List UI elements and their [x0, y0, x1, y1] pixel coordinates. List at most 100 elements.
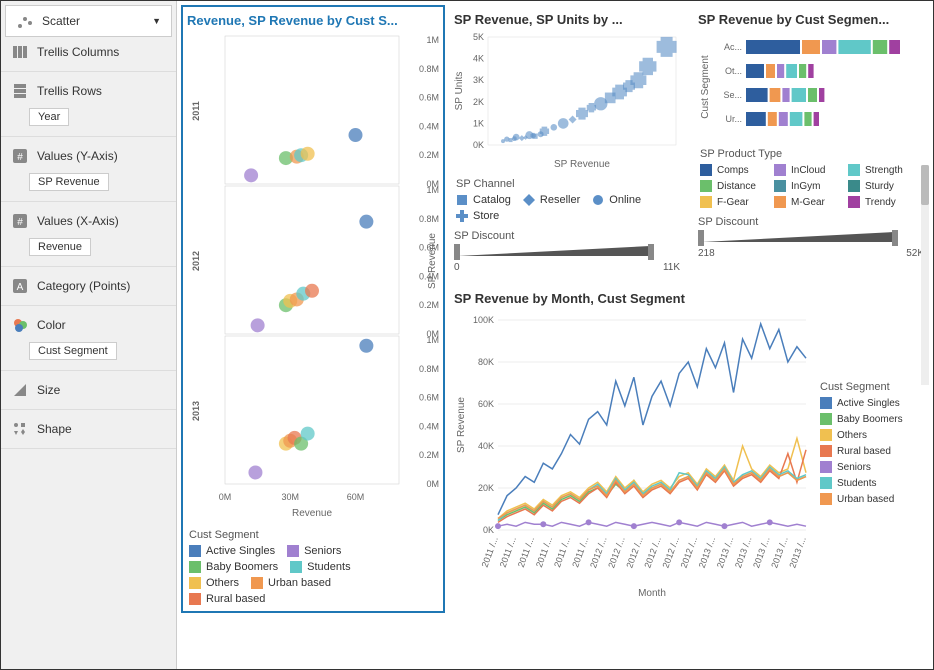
legend-item[interactable]: Seniors	[287, 545, 341, 557]
shelf-shape[interactable]: Shape	[1, 414, 176, 444]
svg-text:3K: 3K	[473, 75, 484, 85]
legend-item[interactable]: Students	[820, 477, 922, 489]
svg-text:2013 /...: 2013 /...	[733, 535, 754, 569]
legend-item[interactable]: Catalog	[456, 194, 511, 206]
svg-text:Se...: Se...	[723, 90, 742, 100]
svg-text:1M: 1M	[426, 185, 439, 195]
legend-item[interactable]: Comps	[700, 164, 762, 176]
legend-item[interactable]: Online	[592, 194, 641, 206]
svg-text:SP Revenue: SP Revenue	[554, 159, 610, 170]
svg-text:1K: 1K	[473, 118, 484, 128]
svg-text:0.8M: 0.8M	[419, 214, 439, 224]
svg-text:2011 /...: 2011 /...	[552, 535, 572, 568]
svg-text:2013 /...: 2013 /...	[715, 535, 736, 569]
shelf-tag[interactable]: Revenue	[29, 238, 91, 256]
legend-item[interactable]: Baby Boomers	[820, 413, 922, 425]
svg-text:0M: 0M	[219, 492, 232, 502]
svg-text:2011 /...: 2011 /...	[534, 535, 554, 568]
svg-text:2012 /...: 2012 /...	[642, 535, 663, 569]
legend-item[interactable]: F-Gear	[700, 196, 762, 208]
legend-item[interactable]: Seniors	[820, 461, 922, 473]
legend-item[interactable]: Strength	[848, 164, 910, 176]
svg-text:0.6M: 0.6M	[419, 93, 439, 103]
shelf-tag[interactable]: Cust Segment	[29, 342, 117, 360]
legend-item[interactable]: Rural based	[820, 445, 922, 457]
legend-item[interactable]: M-Gear	[774, 196, 836, 208]
legend-item[interactable]: InGym	[774, 180, 836, 192]
chart-type-label: Scatter	[42, 14, 144, 28]
legend-item[interactable]: Baby Boomers	[189, 561, 278, 573]
shelf-label: Size	[37, 383, 166, 397]
svg-text:SP Revenue: SP Revenue	[456, 397, 467, 453]
svg-text:2011 /...: 2011 /...	[516, 535, 536, 568]
main-scatter-panel[interactable]: Revenue, SP Revenue by Cust S... 20110M0…	[181, 5, 445, 613]
legend-item[interactable]: Store	[456, 210, 499, 222]
line-chart-panel[interactable]: SP Revenue by Month, Cust Segment 0K20K4…	[449, 284, 929, 606]
legend-item[interactable]: Others	[820, 429, 922, 441]
legend-item[interactable]: Active Singles	[189, 545, 275, 557]
trellis-cols-icon	[11, 43, 29, 61]
chart-type-selector[interactable]: Scatter ▼	[5, 5, 172, 37]
svg-text:2012: 2012	[191, 251, 201, 271]
shelf-color[interactable]: Color	[1, 310, 176, 340]
shelf-category[interactable]: ACategory (Points)	[1, 271, 176, 301]
line-chart-legend: Cust Segment Active SinglesBaby BoomersO…	[816, 377, 926, 513]
scrollbar[interactable]	[921, 165, 929, 385]
svg-text:Cust Segment: Cust Segment	[700, 55, 711, 119]
legend-item[interactable]: InCloud	[774, 164, 836, 176]
svg-text:2013 /...: 2013 /...	[697, 535, 718, 569]
discount-slider-2[interactable]: SP Discount 21852K	[696, 212, 926, 263]
shelf-tag[interactable]: SP Revenue	[29, 173, 109, 191]
discount-slider-1[interactable]: SP Discount 011K	[452, 226, 682, 277]
scrollbar-thumb[interactable]	[921, 165, 929, 205]
stacked-bar-panel[interactable]: SP Revenue by Cust Segmen... Cust Segmen…	[693, 5, 929, 280]
product-type-legend: SP Product Type CompsInCloudStrengthDist…	[696, 144, 926, 212]
shelf-tag[interactable]: Year	[29, 108, 69, 126]
channel-scatter-chart: 0K1K2K3K4K5KSP UnitsSP Revenue	[452, 31, 682, 171]
channel-legend: SP Channel CatalogResellerOnlineStore	[452, 174, 682, 226]
svg-text:4K: 4K	[473, 54, 484, 64]
shelf-size[interactable]: Size	[1, 375, 176, 405]
svg-text:0.4M: 0.4M	[419, 121, 439, 131]
channel-scatter-panel[interactable]: SP Revenue, SP Units by ... 0K1K2K3K4K5K…	[449, 5, 685, 280]
color-icon	[11, 316, 29, 334]
config-sidebar: Scatter ▼ Trellis Columns Trellis Rows Yea…	[1, 1, 177, 669]
legend-item[interactable]: Active Singles	[820, 397, 922, 409]
dashboard-main: Revenue, SP Revenue by Cust S... 20110M0…	[177, 1, 933, 669]
legend-item[interactable]: Others	[189, 577, 239, 589]
svg-text:2011 /...: 2011 /...	[480, 535, 500, 568]
svg-text:60M: 60M	[347, 492, 365, 502]
revenue-line-chart: 0K20K40K60K80K100KSP Revenue2011 /...201…	[452, 310, 812, 600]
legend-item[interactable]: Sturdy	[848, 180, 910, 192]
shelf-values-x[interactable]: #Values (X-Axis)	[1, 206, 176, 236]
main-scatter-title: Revenue, SP Revenue by Cust S...	[185, 9, 441, 32]
svg-text:0.2M: 0.2M	[419, 300, 439, 310]
legend-item[interactable]: Reseller	[523, 194, 580, 206]
svg-text:2011 /...: 2011 /...	[498, 535, 518, 568]
shelf-trellis-cols[interactable]: Trellis Columns	[1, 37, 176, 67]
legend-item[interactable]: Distance	[700, 180, 762, 192]
svg-text:0.8M: 0.8M	[419, 364, 439, 374]
svg-text:#: #	[17, 152, 23, 163]
scatter-icon	[16, 12, 34, 30]
svg-text:0.6M: 0.6M	[419, 393, 439, 403]
svg-text:SP Revenue: SP Revenue	[427, 233, 438, 289]
svg-text:2012 /...: 2012 /...	[606, 535, 627, 569]
svg-text:60K: 60K	[478, 399, 494, 409]
values-x-icon: #	[11, 212, 29, 230]
legend-item[interactable]: Rural based	[189, 593, 265, 605]
svg-text:30M: 30M	[281, 492, 299, 502]
shelf-values-y[interactable]: #Values (Y-Axis)	[1, 141, 176, 171]
shelf-trellis-rows[interactable]: Trellis Rows	[1, 76, 176, 106]
svg-text:1M: 1M	[426, 35, 439, 45]
legend-item[interactable]: Urban based	[251, 577, 331, 589]
shelf-label: Shape	[37, 422, 166, 436]
svg-text:2012 /...: 2012 /...	[624, 535, 645, 569]
svg-text:Ac...: Ac...	[724, 42, 742, 52]
svg-text:2013: 2013	[191, 401, 201, 421]
svg-text:2013 /...: 2013 /...	[751, 535, 772, 569]
legend-item[interactable]: Students	[290, 561, 350, 573]
shelf-label: Trellis Rows	[37, 84, 166, 98]
legend-item[interactable]: Urban based	[820, 493, 922, 505]
legend-item[interactable]: Trendy	[848, 196, 910, 208]
